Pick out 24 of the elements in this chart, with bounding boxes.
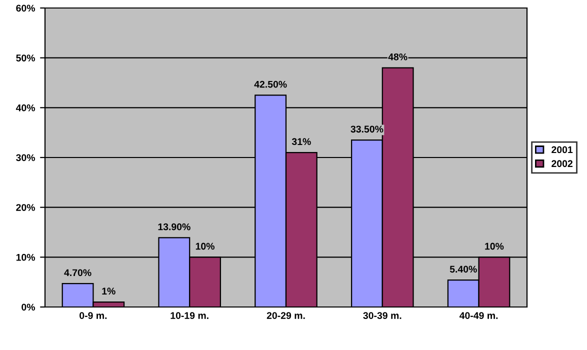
data-label: 10% [485,242,504,250]
y-tick-label: 50% [16,54,36,62]
data-label: 5.40% [450,266,477,273]
data-label: 13.90% [158,223,190,230]
data-label: 33.50% [350,126,384,133]
x-tick-label: 0-9 m. [80,312,107,319]
x-tick-label: 10-19 m. [170,312,208,319]
data-label: 4.70% [64,269,92,276]
legend-label: 2001 [552,146,573,154]
y-tick-label: 60% [16,4,36,12]
data-label: 42.50% [254,80,287,88]
y-tick-label: 0% [22,304,36,311]
x-tick-label: 40-49 m. [459,312,498,319]
data-label: 10% [196,242,214,250]
x-tick-label: 20-29 m. [266,312,305,319]
y-tick-label: 20% [16,204,36,211]
data-label: 1% [102,288,116,295]
data-label: 31% [292,138,311,146]
data-label: 48% [388,53,408,60]
x-tick-label: 30-39 m. [363,312,402,320]
legend-label: 2002 [552,160,573,168]
y-tick-label: 40% [16,104,36,112]
y-tick-label: 10% [16,254,36,261]
y-tick-label: 30% [16,154,36,162]
